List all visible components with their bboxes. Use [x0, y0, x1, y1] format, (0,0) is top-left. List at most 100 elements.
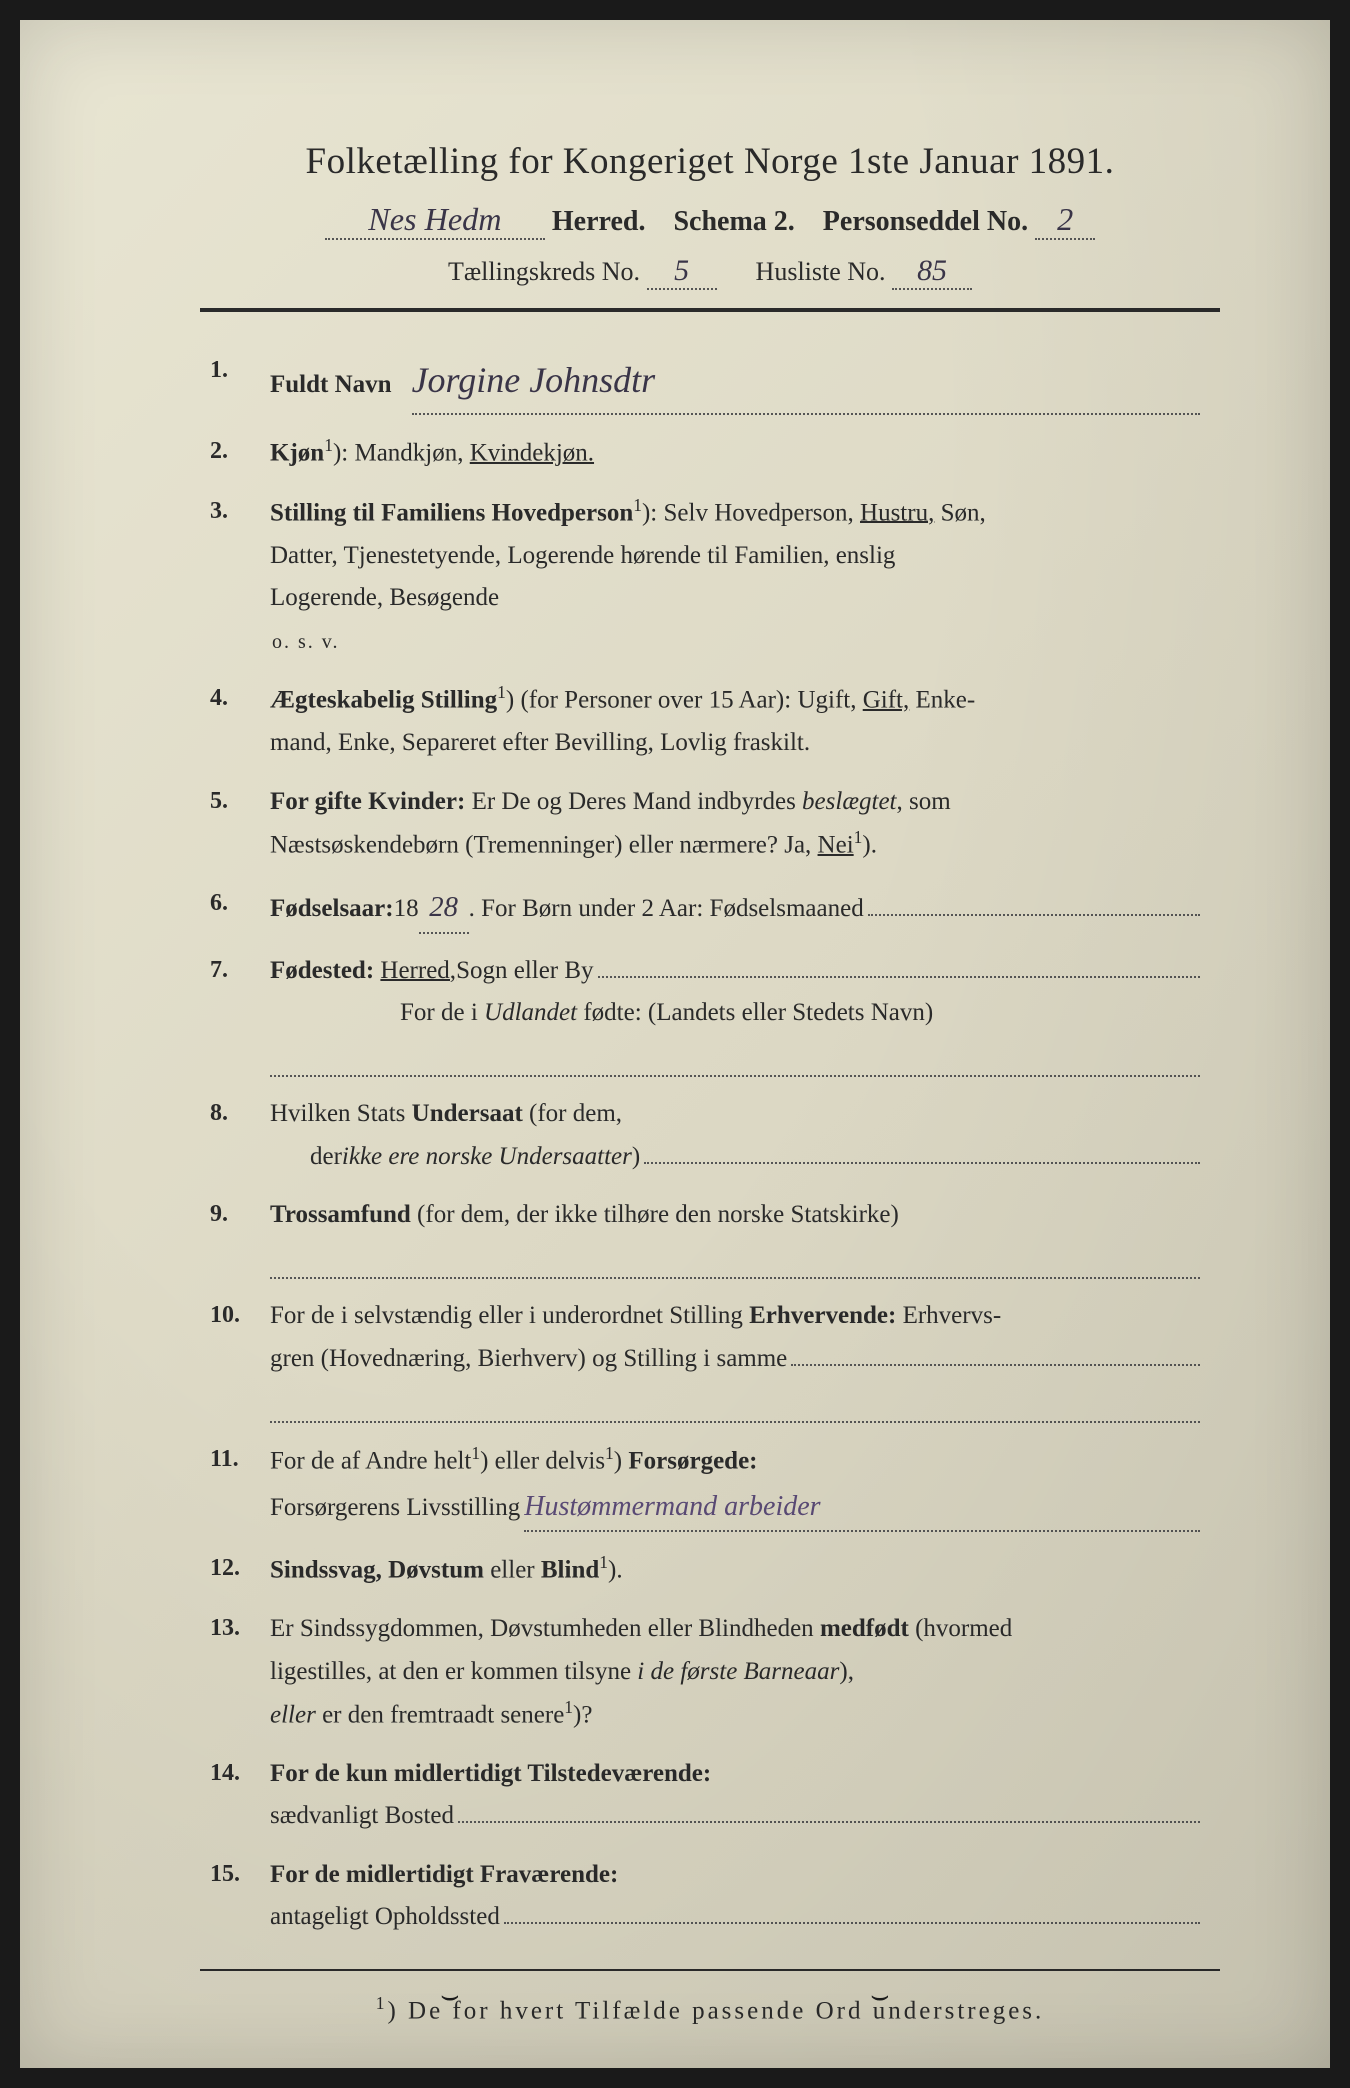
item-13-l1a: Er Sindssygdommen, Døvstumheden eller Bl…	[270, 1615, 820, 1642]
item-8-l2i: ikke ere norske Undersaatter	[342, 1136, 632, 1179]
item-4: 4. Ægteskabelig Stilling1) (for Personer…	[210, 678, 1220, 764]
item-14-dotted	[458, 1798, 1200, 1823]
item-7-l2a: For de i	[400, 999, 484, 1026]
item-1-value: Jorgine Johnsdtr	[412, 350, 1200, 415]
main-title: Folketælling for Kongeriget Norge 1ste J…	[200, 140, 1220, 183]
footnote-sup: 1	[376, 1993, 388, 2013]
item-13-l2i: i de første Barneaar	[637, 1658, 839, 1685]
item-15: 15. For de midlertidigt Fraværende: anta…	[210, 1854, 1220, 1939]
item-11-num: 11.	[210, 1439, 270, 1532]
item-7-l2i: Udlandet	[484, 999, 577, 1026]
item-13-sup: 1	[564, 1697, 573, 1717]
item-12-tc: ).	[608, 1557, 623, 1584]
item-3-num: 3.	[210, 491, 270, 662]
item-4-l1u: Gift,	[863, 687, 910, 714]
item-7-label: Fødested:	[270, 950, 374, 993]
item-6-year: 28	[419, 883, 469, 934]
item-6-rest: . For Børn under 2 Aar: Fødselsmaaned	[469, 888, 864, 931]
item-13: 13. Er Sindssygdommen, Døvstumheden elle…	[210, 1608, 1220, 1737]
paper-tear-1: ⌣	[440, 1979, 460, 2013]
item-7-dotted2	[270, 1047, 1200, 1077]
item-10-l1c: Erhvervs-	[896, 1302, 1001, 1329]
item-8-num: 8.	[210, 1093, 270, 1178]
item-3-l1b: Søn,	[934, 499, 985, 526]
paper-tear-2: ⌣	[870, 1979, 890, 2013]
item-11-l1a: For de af Andre helt	[270, 1447, 471, 1474]
item-11-hw: Hustømmermand arbeider	[524, 1483, 1200, 1533]
item-12-sup: 1	[599, 1552, 608, 1572]
item-13-l1b: medfødt	[820, 1615, 909, 1642]
item-5-l2u: Nei	[818, 832, 854, 859]
item-5-l1i: beslægtet	[802, 788, 896, 815]
kreds-line: Tællingskreds No. 5 Husliste No. 85	[200, 254, 1220, 290]
personseddel-no: 2	[1035, 201, 1095, 240]
item-4-label: Ægteskabelig Stilling	[270, 687, 497, 714]
form-items: 1. Fuldt Navn Jorgine Johnsdtr 2. Kjøn1)…	[200, 350, 1220, 1939]
item-8-l1: Hvilken Stats	[270, 1100, 412, 1127]
item-14: 14. For de kun midlertidigt Tilstedevære…	[210, 1753, 1220, 1838]
item-9-num: 9.	[210, 1194, 270, 1279]
item-1-label: Fuldt Navn	[270, 364, 392, 407]
item-14-num: 14.	[210, 1753, 270, 1838]
item-10: 10. For de i selvstændig eller i underor…	[210, 1295, 1220, 1423]
item-7: 7. Fødested: Herred, Sogn eller By For d…	[210, 950, 1220, 1078]
item-5-label: For gifte Kvinder:	[270, 788, 465, 815]
item-10-num: 10.	[210, 1295, 270, 1423]
husliste-label: Husliste No.	[756, 257, 886, 286]
item-13-l3i: eller	[270, 1701, 316, 1728]
item-6-num: 6.	[210, 883, 270, 934]
item-5-l1: Er De og Deres Mand indbyrdes	[465, 788, 802, 815]
item-13-l3a: er den fremtraadt senere	[316, 1701, 564, 1728]
top-divider	[200, 308, 1220, 312]
item-10-dotted1	[791, 1341, 1200, 1366]
footnote: 1) De for hvert Tilfælde passende Ord un…	[200, 1993, 1220, 2025]
item-6: 6. Fødselsaar: 1828. For Børn under 2 Aa…	[210, 883, 1220, 934]
item-11: 11. For de af Andre helt1) eller delvis1…	[210, 1439, 1220, 1532]
item-14-l2: sædvanligt Bosted	[270, 1795, 454, 1838]
item-12-tb: Blind	[541, 1557, 599, 1584]
item-13-l1c: (hvormed	[909, 1615, 1012, 1642]
item-2-num: 2.	[210, 431, 270, 475]
item-7-l1: Sogn eller By	[456, 950, 594, 993]
item-12-num: 12.	[210, 1548, 270, 1592]
item-15-l1: For de midlertidigt Fraværende:	[270, 1861, 618, 1888]
item-4-num: 4.	[210, 678, 270, 764]
item-11-l1b: ) eller delvis	[480, 1447, 605, 1474]
item-5-num: 5.	[210, 781, 270, 867]
item-13-l2a: ligestilles, at den er kommen tilsyne	[270, 1658, 637, 1685]
item-3-sup: 1	[633, 495, 642, 515]
item-9-label: Trossamfund	[270, 1201, 411, 1228]
husliste-no: 85	[892, 254, 972, 290]
item-3-l1a: ): Selv Hovedperson,	[642, 499, 860, 526]
item-8-l1c: (for dem,	[523, 1100, 622, 1127]
item-9-text: (for dem, der ikke tilhøre den norske St…	[411, 1201, 899, 1228]
item-4-l2: mand, Enke, Separeret efter Bevilling, L…	[270, 729, 810, 756]
item-12-label: Sindssvag, Døvstum	[270, 1557, 484, 1584]
item-10-l1b: Erhvervende:	[749, 1302, 896, 1329]
item-7-dotted1	[598, 953, 1200, 978]
item-12: 12. Sindssvag, Døvstum eller Blind1).	[210, 1548, 1220, 1592]
item-3-l2: Datter, Tjenestetyende, Logerende hørend…	[270, 542, 895, 569]
item-3-l3: Logerende, Besøgende	[270, 584, 499, 611]
item-3-label: Stilling til Familiens Hovedperson	[270, 499, 633, 526]
item-6-prefix: 18	[394, 888, 419, 931]
item-15-num: 15.	[210, 1854, 270, 1939]
item-11-sup1: 1	[471, 1443, 480, 1463]
item-13-l2b: ),	[839, 1658, 854, 1685]
item-15-l2: antageligt Opholdssted	[270, 1896, 500, 1939]
item-8: 8. Hvilken Stats Undersaat (for dem, der…	[210, 1093, 1220, 1178]
item-5: 5. For gifte Kvinder: Er De og Deres Man…	[210, 781, 1220, 867]
item-4-l1b: Enke-	[909, 687, 975, 714]
item-10-l1a: For de i selvstændig eller i underordnet…	[270, 1302, 749, 1329]
item-8-dotted	[644, 1139, 1200, 1164]
bottom-divider	[200, 1969, 1220, 1971]
item-4-l1a: ) (for Personer over 15 Aar): Ugift,	[506, 687, 863, 714]
census-form-page: Folketælling for Kongeriget Norge 1ste J…	[20, 20, 1330, 2068]
item-7-num: 7.	[210, 950, 270, 1078]
item-2-text: ): Mandkjøn,	[333, 440, 470, 467]
herred-handwritten: Nes Hedm	[325, 201, 545, 240]
herred-line: Nes Hedm Herred. Schema 2. Personseddel …	[200, 201, 1220, 240]
item-7-l2b: fødte: (Landets eller Stedets Navn)	[577, 999, 933, 1026]
herred-label: Herred.	[552, 206, 646, 237]
item-13-num: 13.	[210, 1608, 270, 1737]
